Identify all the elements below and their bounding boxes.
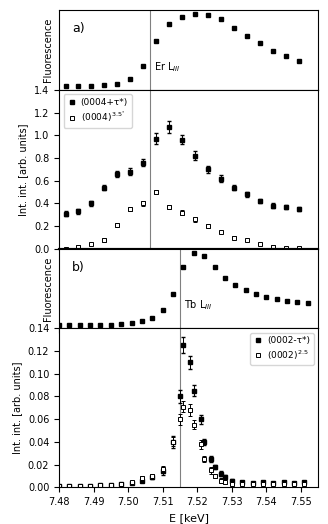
Y-axis label: Fluorescence: Fluorescence — [44, 256, 53, 321]
Text: Er L$_{III}$: Er L$_{III}$ — [154, 60, 180, 74]
Legend: (0004+τ*), (0004)$^{3.5^*}$: (0004+τ*), (0004)$^{3.5^*}$ — [64, 94, 132, 128]
Legend: (0002-τ*), (0002)$^{2.5}$: (0002-τ*), (0002)$^{2.5}$ — [250, 333, 314, 365]
Y-axis label: Int. int. [arb. units]: Int. int. [arb. units] — [18, 123, 29, 216]
Text: b): b) — [72, 261, 85, 274]
X-axis label: E [keV]: E [keV] — [169, 264, 209, 274]
Text: a): a) — [72, 23, 85, 36]
X-axis label: E [keV]: E [keV] — [169, 512, 209, 522]
Y-axis label: Int. int. [arb. units]: Int. int. [arb. units] — [12, 362, 22, 454]
Text: Tb L$_{III}$: Tb L$_{III}$ — [184, 299, 213, 312]
Y-axis label: Fluorescence: Fluorescence — [44, 18, 53, 82]
